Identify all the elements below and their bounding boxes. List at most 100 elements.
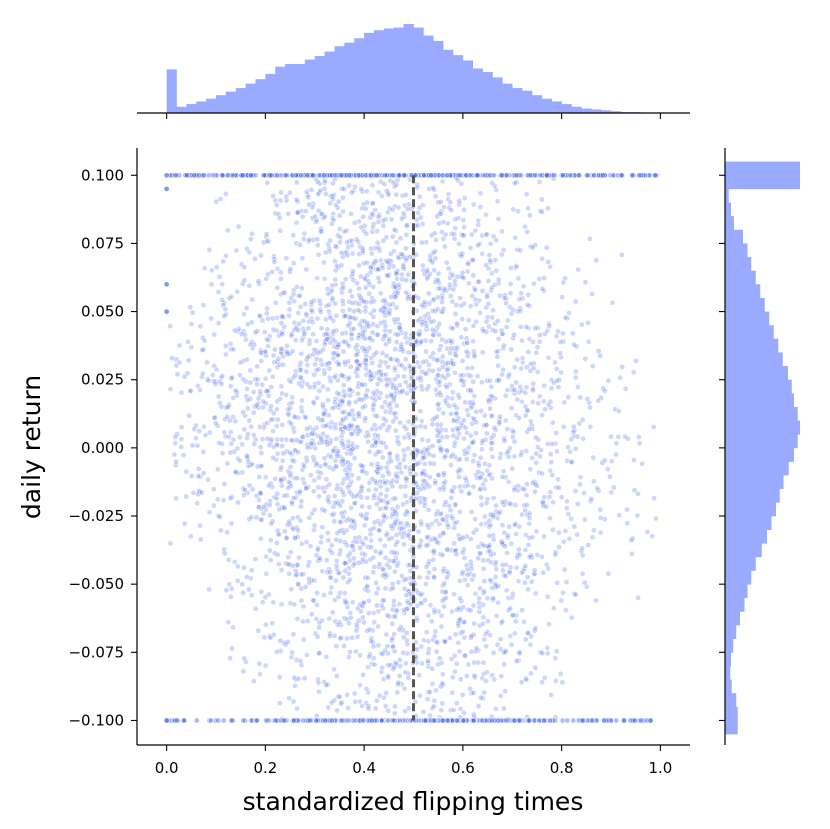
- data-point: [543, 244, 550, 251]
- data-point: [474, 373, 481, 379]
- data-point: [572, 488, 579, 494]
- data-point: [393, 191, 400, 198]
- data-point: [252, 556, 259, 562]
- data-point: [387, 400, 394, 407]
- data-point: [374, 381, 381, 387]
- data-point: [579, 417, 586, 423]
- data-point: [368, 355, 375, 361]
- data-point: [298, 172, 304, 179]
- data-point: [318, 539, 324, 546]
- data-point: [585, 319, 591, 326]
- data-point: [473, 408, 480, 415]
- data-point: [314, 460, 320, 467]
- data-point: [274, 416, 281, 423]
- x-tick-label: 0.8: [550, 759, 574, 777]
- data-point: [307, 384, 313, 391]
- data-point: [591, 172, 598, 179]
- data-point: [383, 376, 390, 383]
- data-point: [424, 696, 431, 702]
- data-point: [572, 374, 579, 381]
- data-point: [234, 563, 241, 570]
- data-point: [270, 253, 277, 260]
- data-point: [356, 285, 362, 292]
- data-point: [529, 399, 536, 405]
- data-point: [368, 638, 375, 645]
- data-point: [274, 172, 280, 179]
- data-point: [631, 717, 638, 724]
- data-point: [376, 692, 383, 699]
- data-point: [462, 326, 469, 333]
- data-point: [272, 299, 279, 306]
- data-point: [383, 631, 390, 638]
- data-point: [638, 717, 644, 724]
- data-point: [588, 496, 595, 502]
- data-point: [375, 189, 382, 196]
- data-point: [346, 374, 352, 381]
- data-point: [278, 276, 284, 282]
- data-point: [270, 352, 277, 359]
- data-point: [295, 449, 302, 456]
- data-point: [493, 559, 499, 565]
- data-point: [193, 435, 199, 441]
- data-point: [306, 717, 313, 724]
- data-point: [444, 367, 451, 373]
- data-point: [228, 520, 235, 527]
- data-point: [367, 531, 374, 538]
- data-point: [415, 210, 421, 216]
- data-point: [208, 281, 215, 288]
- data-point: [490, 307, 496, 314]
- data-point: [450, 325, 456, 332]
- data-point: [436, 220, 442, 227]
- data-point: [331, 518, 338, 525]
- data-point: [431, 566, 438, 572]
- data-point: [334, 482, 341, 489]
- data-point: [431, 633, 438, 639]
- data-point: [484, 669, 490, 676]
- data-point: [391, 664, 398, 671]
- data-point: [392, 613, 399, 620]
- x-hist-bar: [304, 59, 316, 113]
- data-point: [200, 302, 207, 309]
- data-point: [426, 300, 433, 307]
- data-point: [425, 612, 432, 619]
- data-point: [240, 376, 246, 383]
- data-point: [188, 533, 194, 540]
- data-point: [527, 641, 534, 648]
- data-point: [475, 555, 482, 562]
- data-point: [373, 501, 380, 507]
- data-point: [587, 423, 594, 430]
- data-point: [195, 465, 202, 472]
- data-point: [292, 568, 299, 574]
- x-hist-bar: [206, 98, 217, 113]
- data-point: [635, 490, 641, 497]
- data-point: [212, 414, 218, 421]
- data-point: [649, 533, 656, 539]
- data-point: [456, 394, 463, 401]
- data-point: [278, 482, 285, 489]
- data-point: [314, 602, 320, 608]
- data-point: [552, 551, 559, 558]
- data-point: [447, 281, 453, 288]
- data-point: [257, 312, 263, 319]
- data-point: [630, 369, 637, 376]
- data-point: [488, 559, 494, 566]
- data-point: [274, 501, 281, 507]
- data-point: [279, 457, 286, 464]
- data-point: [522, 636, 529, 643]
- data-point: [429, 326, 436, 333]
- data-point: [471, 717, 477, 724]
- data-point: [322, 717, 329, 724]
- data-point: [457, 577, 463, 584]
- data-point: [243, 336, 249, 343]
- data-point: [531, 280, 537, 287]
- data-point: [264, 435, 271, 442]
- data-point: [396, 324, 403, 331]
- data-point: [561, 538, 567, 545]
- data-point: [313, 717, 319, 724]
- data-point: [429, 443, 436, 449]
- data-point: [468, 231, 475, 238]
- data-point: [526, 717, 533, 724]
- data-point: [211, 502, 217, 509]
- data-point: [319, 524, 326, 530]
- data-point: [232, 418, 239, 425]
